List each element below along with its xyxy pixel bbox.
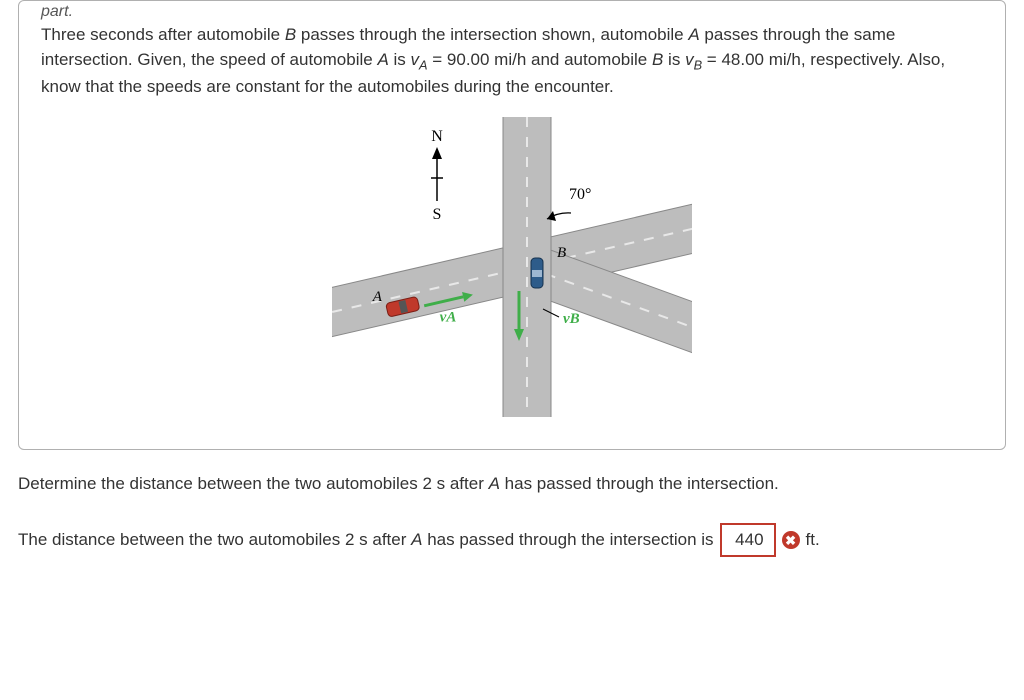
svg-text:70°: 70° <box>569 186 591 203</box>
answer-unit: ft. <box>806 528 820 553</box>
q-pre: Determine the distance between the two a… <box>18 474 489 493</box>
question-text: Determine the distance between the two a… <box>18 472 1006 497</box>
problem-text: Three seconds after automobile B passes … <box>41 23 983 99</box>
svg-text:A: A <box>372 289 383 305</box>
text-seg: = 90.00 mi/h and automobile <box>428 50 652 69</box>
answer-line: The distance between the two automobiles… <box>18 523 1006 558</box>
var-A: A <box>377 50 388 69</box>
problem-container: part. Three seconds after automobile B p… <box>18 0 1006 450</box>
svg-text:vB: vB <box>563 311 580 327</box>
vA-sub: A <box>419 57 428 72</box>
var-A: A <box>688 25 699 44</box>
text-seg: passes through the intersection shown, a… <box>296 25 688 44</box>
q-varA: A <box>489 474 500 493</box>
svg-text:S: S <box>433 206 442 223</box>
wrong-icon: ✖ <box>782 531 800 549</box>
figure-container: N S 70° AvA BvB <box>41 117 983 417</box>
svg-text:vA: vA <box>440 309 457 325</box>
svg-text:N: N <box>431 128 443 145</box>
text-seg: is <box>389 50 411 69</box>
q-post: has passed through the intersection. <box>500 474 779 493</box>
vB-sub: B <box>694 57 703 72</box>
answer-input[interactable]: 440 <box>720 523 776 558</box>
text-seg: is <box>663 50 685 69</box>
vA-symbol: v <box>411 50 420 69</box>
ans-pre: The distance between the two automobiles… <box>18 528 714 553</box>
var-B: B <box>652 50 663 69</box>
svg-text:B: B <box>557 245 566 261</box>
vB-symbol: v <box>685 50 694 69</box>
intersection-figure: N S 70° AvA BvB <box>332 117 692 417</box>
part-label: part. <box>41 3 983 21</box>
var-B: B <box>285 25 296 44</box>
text-seg: Three seconds after automobile <box>41 25 285 44</box>
